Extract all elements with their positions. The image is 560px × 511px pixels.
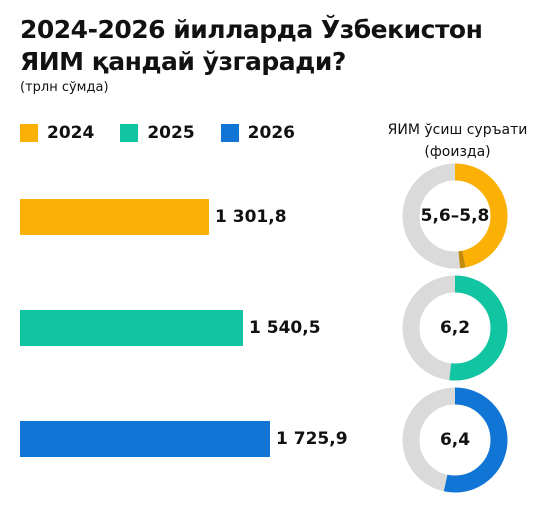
donut-arc-2026 bbox=[402, 387, 508, 493]
legend-swatch-2026 bbox=[220, 124, 239, 142]
legend-label-2025: 2025 bbox=[147, 123, 195, 143]
legend-label-2026: 2026 bbox=[247, 123, 295, 143]
bar-value-label-2026: 1 725,9 bbox=[276, 429, 348, 449]
donut-2026 bbox=[402, 387, 508, 493]
legend-item-2026: 2026 bbox=[220, 123, 295, 143]
chart-title: 2024-2026 йилларда Ўзбекистон ЯИМ қандай… bbox=[20, 15, 483, 76]
bar-2024 bbox=[20, 199, 209, 235]
bar-value-label-2025: 1 540,5 bbox=[249, 318, 321, 338]
bar-2025 bbox=[20, 310, 243, 346]
legend-swatch-2024 bbox=[20, 124, 38, 142]
bar-2026 bbox=[20, 421, 270, 457]
legend: 2024 2025 2026 bbox=[20, 123, 295, 143]
donut-2024 bbox=[402, 163, 508, 269]
legend-label-2024: 2024 bbox=[47, 123, 95, 143]
growth-rate-title: ЯИМ ўсиш суръати (фоизда) bbox=[387, 122, 528, 160]
legend-item-2025: 2025 bbox=[120, 123, 195, 143]
donut-arc-2024 bbox=[402, 163, 508, 269]
donut-arc-2025 bbox=[402, 275, 508, 381]
chart-subtitle: (трлн сўмда) bbox=[20, 80, 109, 95]
donut-2025 bbox=[402, 275, 508, 381]
bar-value-label-2024: 1 301,8 bbox=[215, 207, 287, 227]
legend-swatch-2025 bbox=[120, 124, 139, 142]
legend-item-2024: 2024 bbox=[20, 123, 94, 143]
donut-label-2024: 5,6–5,8 bbox=[420, 206, 490, 226]
donut-label-2025: 6,2 bbox=[439, 318, 471, 338]
donut-label-2026: 6,4 bbox=[439, 430, 471, 450]
